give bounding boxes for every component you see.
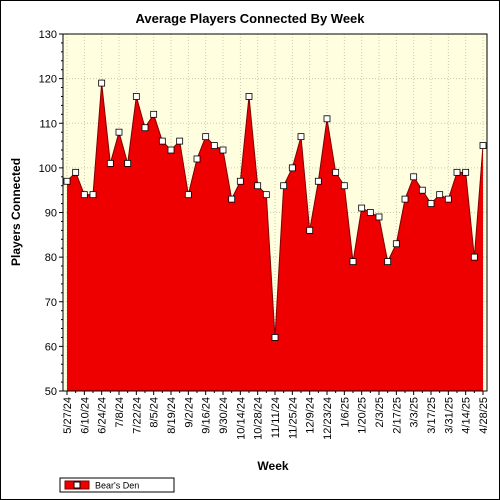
- legend-label: Bear's Den: [95, 481, 139, 491]
- x-tick-label: 10/28/24: [253, 397, 265, 440]
- data-point: [132, 93, 140, 100]
- x-tick-label: 9/2/24: [183, 397, 195, 428]
- y-tick-label: 100: [39, 163, 57, 175]
- data-point: [193, 155, 201, 163]
- data-point: [418, 186, 426, 194]
- data-point: [167, 146, 175, 154]
- plot-area: [63, 34, 487, 391]
- x-tick-label: 1/6/25: [339, 397, 351, 428]
- x-tick-label: 9/16/24: [201, 397, 213, 434]
- y-tick-label: 50: [45, 386, 57, 398]
- data-point: [384, 258, 392, 265]
- data-point: [470, 253, 478, 261]
- data-point: [375, 213, 383, 221]
- data-point: [210, 142, 218, 149]
- x-tick-label: 4/28/25: [478, 397, 490, 434]
- data-point: [228, 195, 236, 203]
- data-point: [410, 173, 418, 181]
- data-point: [72, 168, 80, 176]
- data-point: [63, 177, 71, 185]
- data-point: [340, 182, 348, 190]
- data-point: [184, 191, 192, 199]
- data-point: [323, 115, 331, 123]
- data-point: [106, 160, 114, 167]
- data-point: [444, 195, 452, 203]
- x-tick-label: 9/30/24: [218, 397, 230, 434]
- y-tick-label: 110: [39, 118, 57, 130]
- y-tick-label: 70: [45, 297, 57, 309]
- data-point: [202, 133, 210, 141]
- data-point: [349, 258, 357, 265]
- data-point: [332, 168, 340, 176]
- x-tick-label: 4/14/25: [461, 397, 473, 434]
- data-point: [219, 146, 227, 154]
- y-tick-label: 90: [45, 208, 57, 220]
- data-point: [427, 200, 435, 207]
- data-point: [366, 209, 374, 216]
- data-point: [80, 191, 88, 199]
- data-point: [297, 133, 305, 141]
- x-tick-label: 11/11/24: [270, 397, 282, 438]
- data-point: [115, 128, 123, 136]
- legend-marker: [73, 481, 81, 489]
- x-tick-label: 2/3/25: [374, 397, 386, 428]
- data-point: [453, 168, 461, 176]
- x-tick-label: 7/8/24: [114, 397, 126, 428]
- x-tick-label: 12/9/24: [305, 397, 317, 434]
- data-point: [280, 182, 288, 190]
- x-tick-label: 6/24/24: [97, 397, 109, 434]
- y-tick-label: 130: [39, 29, 57, 41]
- data-point: [358, 204, 366, 212]
- x-tick-label: 2/17/25: [391, 397, 403, 434]
- data-point: [124, 160, 132, 167]
- data-point: [98, 79, 106, 87]
- data-point: [436, 191, 444, 199]
- x-tick-label: 5/27/24: [62, 397, 74, 434]
- data-point: [236, 177, 244, 185]
- y-axis-title: Players Connected: [9, 158, 23, 266]
- data-point: [262, 191, 270, 199]
- x-tick-label: 6/10/24: [79, 397, 91, 434]
- x-tick-label: 8/19/24: [166, 397, 178, 434]
- chart-title: Average Players Connected By Week: [135, 11, 365, 26]
- data-point: [245, 93, 253, 100]
- x-tick-label: 3/31/25: [443, 397, 455, 434]
- x-tick-label: 10/14/24: [235, 397, 247, 440]
- x-tick-label: 3/3/25: [409, 397, 421, 428]
- data-point: [141, 124, 149, 132]
- series-area: [67, 83, 483, 391]
- data-point: [176, 137, 184, 145]
- x-tick-label: 1/20/25: [357, 397, 369, 434]
- data-point: [306, 226, 314, 234]
- data-point: [288, 164, 296, 172]
- data-point: [479, 142, 487, 149]
- y-tick-label: 80: [45, 252, 57, 264]
- data-point: [392, 240, 400, 248]
- legend: Bear's Den: [59, 477, 175, 493]
- axes: 50 60 70 80 90 100 110 120 130 5/27/24 6/10/24 6/24…: [39, 29, 490, 440]
- y-tick-label: 120: [39, 74, 57, 86]
- x-tick-label: 12/23/24: [322, 397, 334, 440]
- data-point: [89, 191, 97, 199]
- y-tick-label: 60: [45, 341, 57, 353]
- data-point: [254, 182, 262, 190]
- x-tick-label: 7/22/24: [131, 397, 143, 434]
- data-point: [314, 177, 322, 185]
- x-tick-label: 11/25/24: [287, 397, 299, 439]
- data-point: [150, 110, 158, 118]
- data-point: [271, 334, 279, 341]
- data-point: [401, 195, 409, 203]
- x-tick-label: 3/17/25: [426, 397, 438, 434]
- x-axis-title: Week: [257, 459, 288, 473]
- data-point: [158, 137, 166, 145]
- x-tick-label: 8/5/24: [149, 397, 161, 428]
- data-point: [462, 168, 470, 176]
